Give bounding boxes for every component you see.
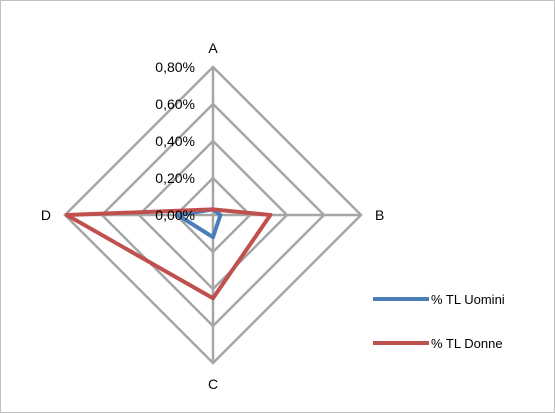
chart-legend: % TL Uomini % TL Donne — [373, 292, 505, 351]
radar-tick-labels: 0,00% 0,20% 0,40% 0,60% 0,80% — [155, 59, 195, 223]
radar-category-labels: A B C D — [41, 40, 384, 392]
tick-label: 0,00% — [155, 207, 195, 223]
tick-label: 0,60% — [155, 96, 195, 112]
series-line-0 — [175, 207, 223, 240]
category-label: B — [375, 207, 384, 223]
legend-label: % TL Donne — [431, 336, 503, 351]
tick-label: 0,80% — [155, 59, 195, 75]
tick-label: 0,20% — [155, 170, 195, 186]
legend-label: % TL Uomini — [431, 292, 505, 307]
series-line-1 — [64, 207, 273, 301]
category-label: C — [208, 376, 218, 392]
category-label: A — [208, 40, 218, 56]
tick-label: 0,40% — [155, 133, 195, 149]
radar-series — [64, 207, 273, 301]
category-label: D — [41, 207, 51, 223]
